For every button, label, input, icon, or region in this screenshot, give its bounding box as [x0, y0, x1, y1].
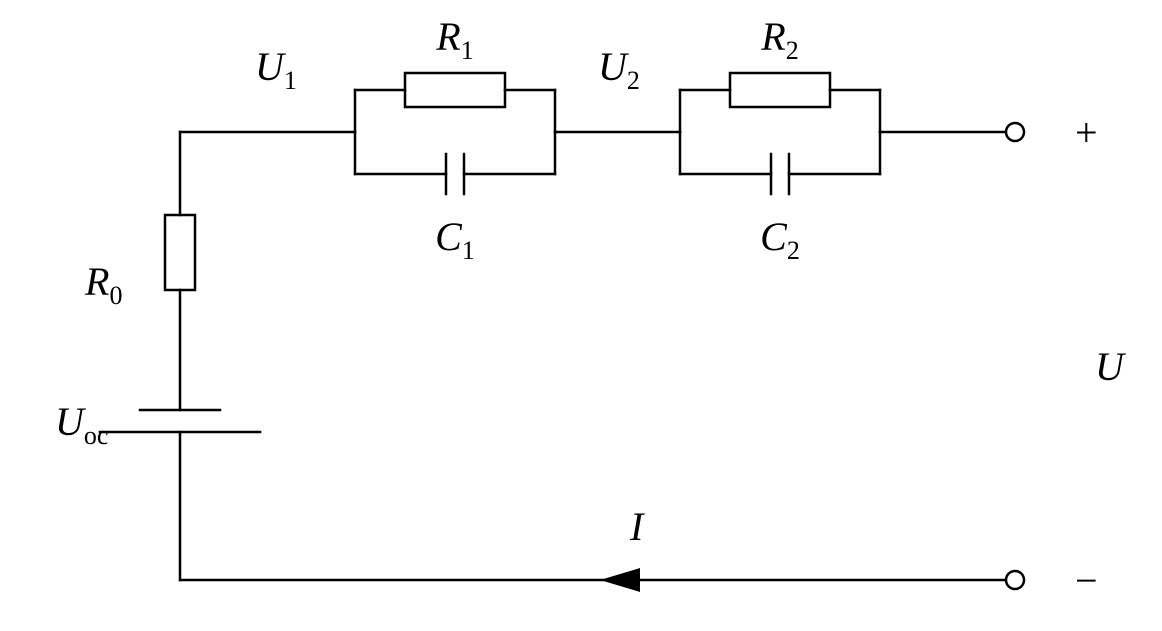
label-C2: C2 [760, 214, 800, 265]
label-U: U [1095, 344, 1127, 389]
label-Uoc: Uoc [55, 399, 108, 450]
terminals [1006, 123, 1024, 589]
labels: R0 Uoc U1 R1 C1 U2 R2 C2 U I + − [55, 14, 1127, 603]
label-R1: R1 [435, 14, 473, 65]
label-C1: C1 [435, 214, 475, 265]
label-R2: R2 [760, 14, 798, 65]
label-R0: R0 [84, 259, 122, 310]
label-U2: U2 [598, 44, 640, 95]
label-U1: U1 [255, 44, 297, 95]
label-plus: + [1075, 110, 1098, 155]
circuit-diagram: R0 Uoc U1 R1 C1 U2 R2 C2 U I + − [0, 0, 1162, 631]
wires [180, 90, 1006, 580]
label-minus: − [1075, 558, 1098, 603]
label-I: I [629, 504, 645, 549]
current-arrow [600, 568, 640, 592]
